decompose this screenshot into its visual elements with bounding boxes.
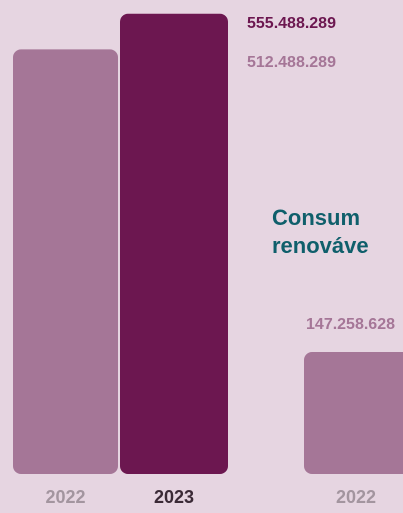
x-tick-label: 2022 bbox=[45, 487, 85, 507]
chart-title: renováve bbox=[272, 233, 369, 258]
value-label: 555.488.289 bbox=[247, 15, 336, 32]
chart-title: Consum bbox=[272, 205, 360, 230]
bar bbox=[304, 351, 403, 474]
bar bbox=[120, 13, 228, 474]
value-label: 147.258.628 bbox=[306, 316, 395, 333]
value-label: 512.488.289 bbox=[247, 54, 336, 71]
bar bbox=[13, 49, 118, 474]
x-tick-label: 2023 bbox=[154, 487, 194, 507]
x-tick-label: 2022 bbox=[336, 487, 376, 507]
